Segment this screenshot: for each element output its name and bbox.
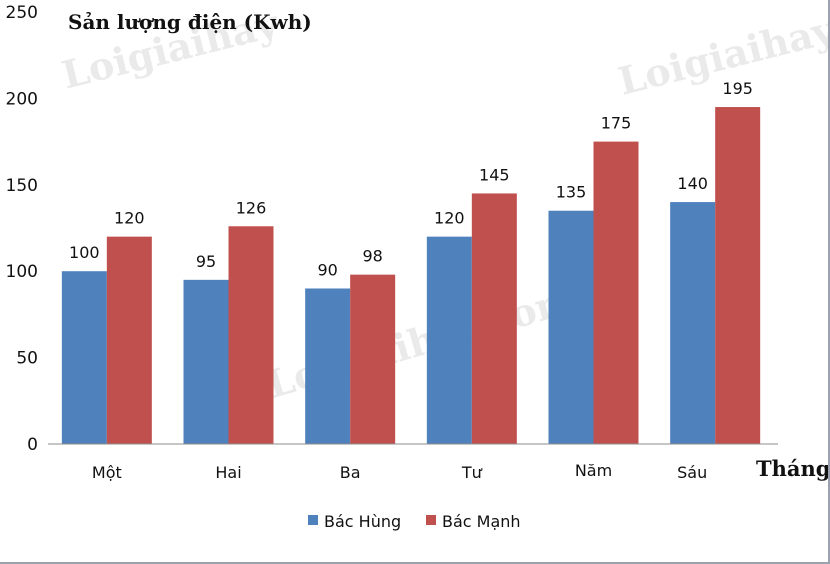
y-tick-label-1: 50 — [16, 349, 38, 369]
data-label-bac-manh-0: 120 — [114, 209, 145, 228]
watermark-3: Loigiaihay — [614, 6, 828, 103]
x-category-label-4: Năm — [575, 461, 612, 480]
legend-label-bac-hung: Bác Hùng — [324, 512, 401, 531]
x-category-label-0: Một — [92, 463, 122, 482]
data-label-bac-hung-5: 140 — [677, 174, 708, 193]
y-tick-label-5: 250 — [6, 3, 38, 23]
bar-bac-hung-3 — [426, 236, 472, 444]
y-axis: 0 50 100 150 200 250 — [6, 3, 38, 455]
data-label-bac-hung-2: 90 — [317, 260, 337, 279]
x-category-label-3: Tư — [461, 463, 483, 482]
data-label-bac-hung-1: 95 — [196, 252, 216, 271]
data-labels: 100 120 95 126 90 98 120 145 135 175 140 195 — [69, 79, 753, 279]
legend-swatch-bac-hung — [308, 515, 318, 525]
x-category-label-2: Ba — [340, 463, 361, 482]
data-label-bac-hung-4: 135 — [556, 183, 587, 202]
data-label-bac-manh-5: 195 — [722, 79, 753, 98]
data-label-bac-hung-0: 100 — [69, 243, 100, 262]
data-label-bac-manh-3: 145 — [479, 165, 510, 184]
y-tick-label-3: 150 — [6, 176, 38, 196]
bar-bac-manh-0 — [106, 236, 152, 444]
data-label-bac-hung-3: 120 — [434, 209, 465, 228]
x-category-label-5: Sáu — [677, 463, 707, 482]
legend-label-bac-manh: Bác Mạnh — [442, 512, 521, 531]
y-tick-label-0: 0 — [27, 435, 38, 455]
legend-swatch-bac-manh — [426, 515, 436, 525]
bar-bac-manh-4 — [593, 141, 639, 444]
bar-bac-hung-4 — [548, 210, 594, 444]
data-label-bac-manh-1: 126 — [236, 198, 267, 217]
data-label-bac-manh-2: 98 — [362, 247, 382, 266]
bar-bac-manh-5 — [715, 107, 761, 444]
y-tick-label-2: 100 — [6, 262, 38, 282]
bars — [61, 107, 761, 444]
chart-title: Sản lượng điện (Kwh) — [68, 10, 312, 34]
x-axis-categories: Một Hai Ba Tư Năm Sáu — [92, 461, 707, 482]
bar-bac-manh-1 — [228, 226, 274, 444]
legend: Bác Hùng Bác Mạnh — [308, 512, 521, 531]
bar-bac-hung-5 — [670, 202, 716, 444]
bar-bac-manh-2 — [350, 274, 396, 444]
data-label-bac-manh-4: 175 — [601, 114, 632, 133]
bar-bac-hung-0 — [61, 271, 107, 444]
bar-bac-hung-2 — [305, 288, 351, 444]
bar-bac-manh-3 — [471, 193, 517, 444]
x-axis-title: Tháng — [756, 456, 828, 481]
y-tick-label-4: 200 — [6, 89, 38, 109]
bar-bac-hung-1 — [183, 279, 229, 444]
x-category-label-1: Hai — [215, 463, 241, 482]
